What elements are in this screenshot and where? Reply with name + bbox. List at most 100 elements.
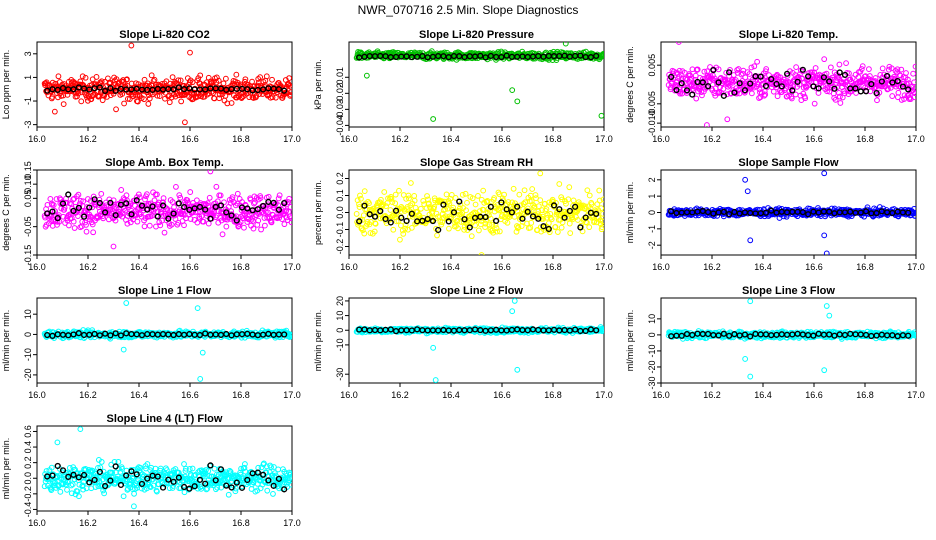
data-point (532, 192, 539, 198)
reference-point (535, 215, 542, 222)
reference-point (768, 207, 775, 214)
data-point (459, 191, 466, 198)
data-points (353, 170, 604, 255)
data-point (566, 184, 573, 191)
panel-title: Slope Li-820 Pressure (419, 29, 534, 41)
data-points (353, 42, 604, 122)
data-point (811, 100, 818, 107)
data-point (754, 58, 761, 65)
data-point (187, 216, 194, 222)
data-point (598, 226, 604, 233)
reference-point (54, 215, 61, 222)
data-point (894, 66, 901, 73)
data-point (778, 89, 785, 95)
y-axis-label: percent per min. (313, 180, 323, 245)
y-tick-label: -30 (647, 376, 657, 389)
y-axis-label: ml/min per min. (625, 182, 635, 244)
panel-title: Slope Li-820 CO2 (119, 29, 209, 41)
reference-point (44, 210, 51, 217)
data-point (98, 78, 105, 85)
data-point (699, 75, 706, 82)
data-point (389, 199, 396, 205)
data-point (885, 66, 892, 73)
reference-point (75, 204, 82, 211)
x-tick-label: 17.0 (907, 134, 925, 144)
data-point (78, 98, 85, 105)
y-tick-label: -0.005 (647, 91, 657, 117)
data-point (98, 190, 105, 197)
data-point (257, 74, 264, 81)
data-point (858, 66, 865, 72)
data-point (124, 76, 130, 83)
panel-3: Slope Li-820 Temp.16.0 16.2 16.4 16.6 16.8 17… (625, 29, 925, 144)
data-point (234, 190, 241, 197)
data-point (406, 195, 412, 202)
data-point (371, 228, 378, 235)
data-point (836, 61, 843, 68)
reference-point (91, 196, 98, 203)
outlier-point (207, 170, 214, 175)
x-tick-label: 16.0 (28, 262, 46, 272)
reference-point (138, 202, 146, 209)
y-tick-label: 3 (23, 51, 33, 56)
data-point (383, 203, 390, 210)
data-point (431, 204, 438, 210)
data-point (187, 189, 194, 195)
data-point (75, 191, 82, 198)
x-tick-label: 16.4 (442, 262, 460, 272)
reference-point (815, 85, 822, 92)
x-tick-label: 16.2 (391, 134, 409, 144)
y-tick-label: 0.2 (335, 172, 345, 185)
reference-point (196, 331, 204, 339)
outlier-point (432, 377, 439, 383)
y-tick-label: -10 (23, 348, 33, 361)
x-tick-label: 16.0 (340, 134, 358, 144)
data-point (898, 66, 905, 73)
data-point (83, 228, 90, 235)
reference-point (170, 210, 177, 217)
data-point (463, 207, 469, 214)
data-point (448, 191, 455, 198)
panel-title: Slope Amb. Box Temp. (105, 157, 224, 169)
data-point (755, 73, 761, 80)
reference-point (550, 202, 558, 209)
reference-point (498, 53, 505, 61)
x-tick-label: 16.2 (703, 262, 721, 272)
data-point (688, 76, 695, 82)
data-point (79, 73, 86, 80)
reference-point (587, 209, 595, 216)
y-axis-label: ml/min per min. (625, 310, 635, 372)
data-point (501, 191, 508, 198)
data-point (360, 212, 367, 219)
reference-point (435, 226, 442, 234)
data-point (272, 94, 279, 101)
x-tick-label: 16.4 (754, 262, 772, 272)
reference-point (899, 83, 907, 90)
data-point (88, 214, 95, 220)
reference-point (715, 79, 722, 86)
data-point (269, 94, 276, 101)
x-tick-label: 16.0 (28, 134, 46, 144)
outlier-point (478, 252, 485, 255)
reference-point (170, 86, 177, 93)
reference-point (577, 224, 584, 231)
x-tick-label: 17.0 (595, 390, 613, 400)
data-point (223, 223, 230, 230)
reference-point (540, 223, 547, 230)
data-point (546, 229, 553, 236)
y-tick-label: -0.010 (647, 110, 657, 136)
data-point (911, 94, 916, 101)
data-point (177, 77, 184, 84)
y-tick-label: -10 (335, 338, 345, 351)
data-point (586, 224, 593, 231)
data-point (82, 74, 89, 81)
y-tick-label: 1 (647, 194, 657, 199)
data-point (263, 73, 270, 80)
data-point (762, 91, 769, 98)
reference-point (720, 92, 727, 99)
data-point (686, 71, 693, 77)
reference-point (149, 203, 156, 210)
reference-point (852, 85, 859, 92)
y-tick-label: 0 (647, 332, 657, 337)
data-point (240, 215, 246, 222)
